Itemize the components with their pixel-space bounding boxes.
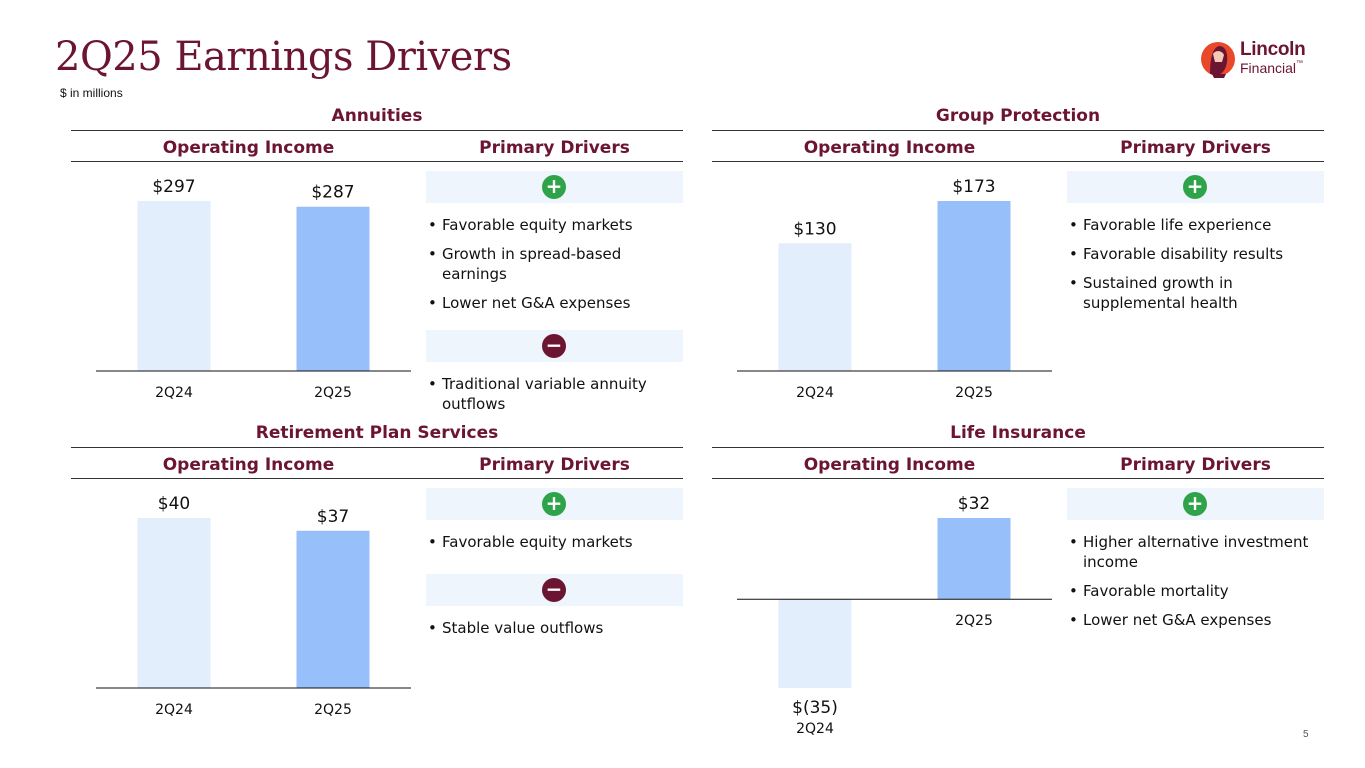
driver-item: Lower net G&A expenses xyxy=(1067,610,1324,630)
operating-income-chart: $(35) 2Q24 $32 2Q25 xyxy=(737,494,1052,737)
bar-2q25 xyxy=(937,518,1011,600)
panel-title: Retirement Plan Services xyxy=(255,423,499,443)
x-tick-label: 2Q24 xyxy=(796,721,834,737)
lincoln-financial-logo: Lincoln Financial™ xyxy=(1200,38,1315,82)
primary-drivers-header: Primary Drivers xyxy=(479,455,630,475)
header-rule xyxy=(712,478,1324,479)
data-label: $130 xyxy=(793,219,836,239)
x-tick-label: 2Q25 xyxy=(314,385,352,401)
plus-icon: + xyxy=(1183,175,1207,199)
positive-drivers-band: + xyxy=(426,171,683,203)
bar-2q24 xyxy=(137,201,211,371)
x-tick-label: 2Q25 xyxy=(955,613,993,629)
positive-drivers-list: Higher alternative investment income Fav… xyxy=(1067,520,1324,647)
negative-drivers-band: − xyxy=(426,574,683,606)
bar-2q24 xyxy=(137,518,211,688)
driver-item: Traditional variable annuity outflows xyxy=(426,374,683,414)
x-tick-label: 2Q25 xyxy=(955,385,993,401)
primary-drivers-header: Primary Drivers xyxy=(1120,455,1271,475)
panel-title: Annuities xyxy=(331,106,423,126)
title-rule xyxy=(71,130,683,131)
drivers-column: + Favorable life experience Favorable di… xyxy=(1067,161,1324,330)
panel-group-protection: Group Protection Operating Income Primar… xyxy=(712,103,1324,403)
positive-drivers-band: + xyxy=(426,488,683,520)
negative-drivers-band: − xyxy=(426,330,683,362)
plus-icon: + xyxy=(542,175,566,199)
x-tick-label: 2Q24 xyxy=(155,385,193,401)
operating-income-header: Operating Income xyxy=(803,455,976,475)
header-rule xyxy=(71,478,683,479)
title-rule xyxy=(71,447,683,448)
data-label: $297 xyxy=(152,177,195,197)
negative-drivers-list: Stable value outflows xyxy=(426,606,683,655)
x-tick-label: 2Q24 xyxy=(155,702,193,718)
driver-item: Favorable mortality xyxy=(1067,581,1324,601)
positive-drivers-list: Favorable life experience Favorable disa… xyxy=(1067,203,1324,330)
title-rule xyxy=(712,447,1324,448)
plus-icon: + xyxy=(1183,492,1207,516)
x-tick-label: 2Q24 xyxy=(796,385,834,401)
data-label: $40 xyxy=(158,494,190,514)
drivers-column: + Higher alternative investment income F… xyxy=(1067,478,1324,647)
units-note: $ in millions xyxy=(60,86,123,100)
positive-drivers-band: + xyxy=(1067,171,1324,203)
operating-income-header: Operating Income xyxy=(162,138,335,158)
primary-drivers-header: Primary Drivers xyxy=(1120,138,1271,158)
minus-icon: − xyxy=(542,334,566,358)
drivers-column: + Favorable equity markets − Stable valu… xyxy=(426,478,683,655)
drivers-column: + Favorable equity markets Growth in spr… xyxy=(426,161,683,431)
operating-income-chart: $40 2Q24 $37 2Q25 xyxy=(96,494,411,718)
data-label: $173 xyxy=(952,177,995,197)
driver-item: Favorable equity markets xyxy=(426,215,683,235)
driver-item: Stable value outflows xyxy=(426,618,683,638)
primary-drivers-header: Primary Drivers xyxy=(479,138,630,158)
operating-income-chart: $130 2Q24 $173 2Q25 xyxy=(737,177,1052,401)
driver-item: Favorable life experience xyxy=(1067,215,1324,235)
positive-drivers-list: Favorable equity markets Growth in sprea… xyxy=(426,203,683,330)
bar-2q24 xyxy=(778,243,852,371)
operating-income-header: Operating Income xyxy=(162,455,335,475)
operating-income-chart: $297 2Q24 $287 2Q25 xyxy=(96,177,411,401)
minus-icon: − xyxy=(542,578,566,602)
header-rule xyxy=(712,161,1324,162)
panel-retirement-plan-services: Retirement Plan Services Operating Incom… xyxy=(71,420,683,720)
operating-income-header: Operating Income xyxy=(803,138,976,158)
page-title: 2Q25 Earnings Drivers xyxy=(55,34,512,80)
panel-annuities: Annuities Operating Income Primary Drive… xyxy=(71,103,683,413)
driver-item: Favorable disability results xyxy=(1067,244,1324,264)
data-label: $32 xyxy=(958,494,990,514)
bar-2q24 xyxy=(778,599,852,688)
negative-drivers-list: Traditional variable annuity outflows xyxy=(426,362,683,431)
panel-title: Group Protection xyxy=(935,106,1101,126)
driver-item: Higher alternative investment income xyxy=(1067,532,1324,572)
driver-item: Lower net G&A expenses xyxy=(426,293,683,313)
panel-life-insurance: Life Insurance Operating Income Primary … xyxy=(712,420,1324,737)
data-label: $287 xyxy=(311,183,354,203)
logo-wordmark-line2: Financial™ xyxy=(1240,60,1304,76)
driver-item: Sustained growth in supplemental health xyxy=(1067,273,1324,313)
header-rule xyxy=(71,161,683,162)
data-label: $37 xyxy=(317,507,349,527)
driver-item: Favorable equity markets xyxy=(426,532,683,552)
panel-title: Life Insurance xyxy=(950,423,1086,443)
positive-drivers-list: Favorable equity markets xyxy=(426,520,683,569)
data-label: $(35) xyxy=(792,698,838,718)
bar-2q25 xyxy=(937,201,1011,371)
page-number: 5 xyxy=(1303,729,1309,740)
logo-wordmark-line1: Lincoln xyxy=(1240,39,1306,60)
plus-icon: + xyxy=(542,492,566,516)
trademark-mark: ™ xyxy=(1296,60,1304,67)
title-rule xyxy=(712,130,1324,131)
positive-drivers-band: + xyxy=(1067,488,1324,520)
bar-2q25 xyxy=(296,206,370,371)
x-tick-label: 2Q25 xyxy=(314,702,352,718)
bar-2q25 xyxy=(296,530,370,688)
lincoln-portrait-icon xyxy=(1201,42,1235,78)
driver-item: Growth in spread-based earnings xyxy=(426,244,683,284)
